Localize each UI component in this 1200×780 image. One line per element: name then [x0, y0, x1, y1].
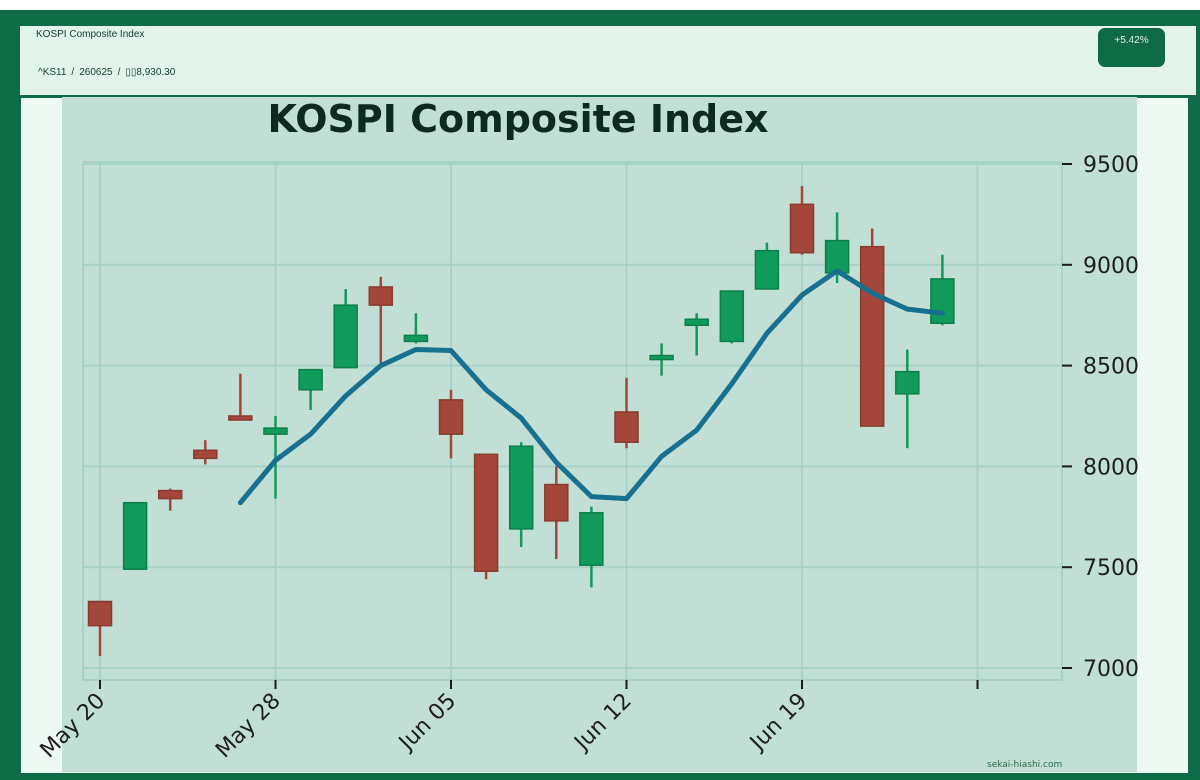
candle-body: [789, 203, 815, 254]
candle-down: [87, 600, 113, 656]
y-tick-label: 9000: [1083, 254, 1139, 279]
candle-up: [719, 290, 745, 344]
top-strip: [0, 0, 1200, 10]
index-value: ▯▯8,930.30: [125, 67, 175, 78]
change-badge[interactable]: +5.42%: [1098, 28, 1165, 67]
y-tick-label: 7000: [1083, 657, 1139, 682]
watermark: sekai-hiashi.com: [987, 760, 1063, 770]
y-tick-label: 7500: [1083, 556, 1139, 581]
grid-lines: [83, 162, 1062, 680]
candle-body: [754, 249, 780, 290]
symbol-label: ^KS11: [38, 67, 67, 78]
candles: [87, 186, 955, 656]
candle-up: [684, 313, 709, 356]
axes-frame: [82, 161, 1063, 681]
candle-up: [754, 242, 780, 290]
candle-body: [930, 278, 955, 325]
moving-average-line: [237, 268, 945, 506]
candle-body: [508, 445, 534, 530]
value-prefix: ▯▯: [125, 67, 137, 78]
candle-up: [508, 442, 534, 548]
y-tick-label: 8000: [1083, 455, 1139, 480]
candle-body: [298, 368, 323, 391]
candle-body: [895, 370, 920, 395]
candle-body: [684, 318, 709, 327]
candle-up: [122, 501, 148, 570]
chart-title: KOSPI Composite Index: [267, 97, 768, 141]
candle-body: [824, 239, 850, 274]
candle-down: [157, 488, 183, 511]
breadcrumb-separator: /: [117, 67, 121, 78]
y-tick-label: 9500: [1083, 153, 1139, 178]
candle-body: [544, 483, 569, 522]
candle-up: [895, 349, 920, 449]
candle-down: [438, 389, 464, 459]
candle-body: [157, 489, 183, 500]
breadcrumb: ^KS11 / 260625 / ▯▯8,930.30: [38, 67, 175, 78]
candle-body: [193, 449, 218, 460]
candle-body: [368, 286, 394, 306]
candle-body: [263, 427, 288, 435]
breadcrumb-separator: /: [71, 67, 75, 78]
candle-down: [193, 440, 218, 465]
y-axis: 7000 7500 8000 8500 9000 9500: [1062, 153, 1139, 682]
page-title: KOSPI Composite Index: [36, 29, 145, 40]
candle-body: [473, 453, 499, 572]
candle-body: [859, 245, 885, 427]
plot-background: [62, 97, 1137, 772]
candle-body: [403, 334, 429, 343]
candle-up: [403, 313, 429, 344]
candle-down: [544, 466, 569, 560]
header-bar: KOSPI Composite Index ^KS11 / 260625 / ▯…: [20, 26, 1196, 97]
candle-up: [333, 288, 358, 369]
candle-body: [333, 304, 358, 369]
candle-body: [122, 501, 148, 570]
candle-down: [368, 276, 394, 364]
candle-up: [298, 368, 323, 410]
value-number: 8,930.30: [136, 67, 176, 78]
candle-body: [614, 411, 639, 443]
candle-body: [87, 600, 113, 627]
y-tick-label: 8500: [1083, 355, 1139, 380]
date-label: 260625: [79, 67, 113, 78]
candle-down: [473, 453, 499, 580]
candle-down: [614, 377, 639, 449]
candle-body: [579, 512, 604, 566]
candle-down: [228, 373, 253, 421]
candle-body: [719, 290, 745, 343]
candle-down: [859, 228, 885, 427]
candle-down: [789, 186, 815, 255]
candle-body: [649, 354, 674, 361]
candle-up: [579, 506, 604, 588]
candle-body: [438, 399, 464, 435]
candle-up: [649, 343, 674, 376]
candle-body: [228, 415, 253, 421]
